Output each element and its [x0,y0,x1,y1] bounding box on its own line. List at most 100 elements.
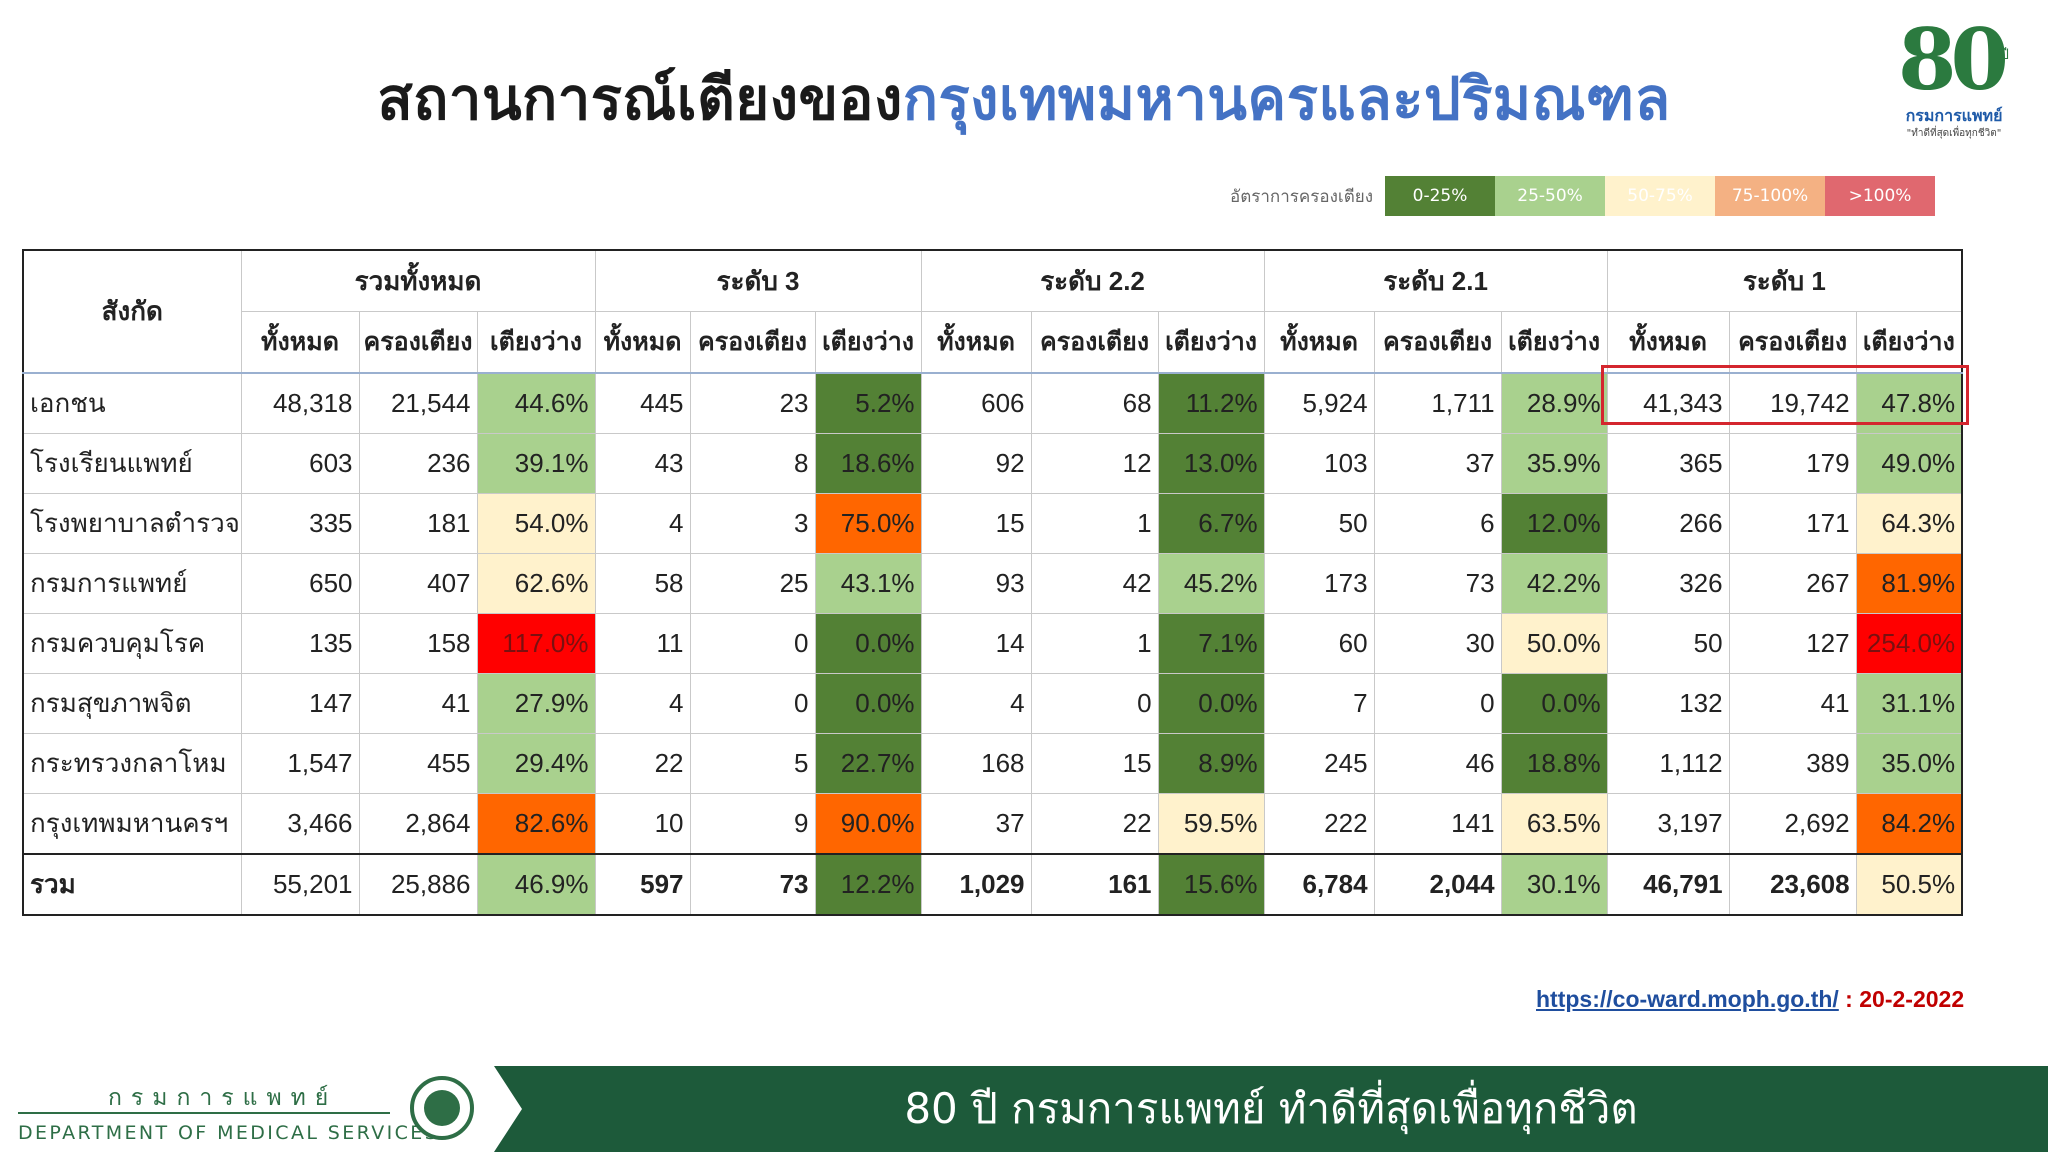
cell-vacant-rate: 254.0% [1855,613,1963,674]
footer-org-thai: กรมการแพทย์ [108,1085,338,1111]
subheader-occupied: ครองเตียง [689,311,816,374]
header-group-level-3: ระดับ 3 [594,249,922,312]
cell-vacant-rate: 50.0% [1500,613,1608,674]
table-row: กรมสุขภาพจิต 147 41 27.9% 4 0 0.0% 4 0 0.0% 7 0 0.0%… [22,673,1963,734]
cell-occupied: 0 [1373,673,1502,734]
cell-total-beds: 1,029 [920,853,1032,916]
cell-occupied: 41 [1728,673,1857,734]
legend-swatch-0-25: 0-25% [1385,176,1496,216]
cell-total-beds: 6,784 [1263,853,1375,916]
anniversary-logo: 80 ปี กรมการแพทย์ "ทำดีที่สุดเพื่อทุกชีว… [1896,18,2012,146]
cell-vacant-rate: 12.2% [814,853,922,916]
cell-vacant-rate: 90.0% [814,793,922,855]
legend-swatch-over-100: >100% [1825,176,1936,216]
footer-org-block: กรมการแพทย์ DEPARTMENT OF MEDICAL SERVIC… [0,1066,500,1152]
cell-vacant-rate: 6.7% [1157,493,1265,554]
cell-total-beds: 135 [240,613,360,674]
cell-occupied: 1,711 [1373,372,1502,434]
subheader-vacant: เตียงว่าง [1157,311,1265,374]
cell-total-beds: 5,924 [1263,372,1375,434]
cell-vacant-rate: 0.0% [814,673,922,734]
header-affiliation: สังกัด [22,249,242,374]
page-title: สถานการณ์เตียงของกรุงเทพมหานครและปริมณฑล [0,52,2048,145]
cell-total-beds: 168 [920,733,1032,794]
cell-total-beds: 597 [594,853,691,916]
row-label: กรุงเทพมหานครฯ [22,793,242,855]
cell-vacant-rate: 35.0% [1855,733,1963,794]
cell-vacant-rate: 11.2% [1157,372,1265,434]
occupancy-legend: อัตราการครองเตียง 0-25% 25-50% 50-75% 75… [1230,176,1936,216]
cell-occupied: 37 [1373,433,1502,494]
legend-swatch-75-100: 75-100% [1715,176,1826,216]
highlight-box [1601,365,1969,425]
cell-total-beds: 173 [1263,553,1375,614]
row-label: โรงเรียนแพทย์ [22,433,242,494]
cell-total-beds: 50 [1263,493,1375,554]
cell-vacant-rate: 39.1% [476,433,596,494]
cell-vacant-rate: 31.1% [1855,673,1963,734]
source-separator: : [1838,986,1860,1012]
cell-vacant-rate: 59.5% [1157,793,1265,855]
cell-total-beds: 14 [920,613,1032,674]
cell-total-beds: 3,197 [1606,793,1730,855]
cell-occupied: 141 [1373,793,1502,855]
subheader-occupied: ครองเตียง [358,311,478,374]
cell-occupied: 41 [358,673,478,734]
cell-vacant-rate: 29.4% [476,733,596,794]
cell-total-beds: 46,791 [1606,853,1730,916]
cell-occupied: 23,608 [1728,853,1857,916]
cell-vacant-rate: 44.6% [476,372,596,434]
cell-vacant-rate: 7.1% [1157,613,1265,674]
cell-vacant-rate: 22.7% [814,733,922,794]
cell-total-beds: 37 [920,793,1032,855]
footer-org-english: DEPARTMENT OF MEDICAL SERVICES [18,1122,440,1144]
cell-occupied: 236 [358,433,478,494]
cell-total-beds: 132 [1606,673,1730,734]
cell-total-beds: 22 [594,733,691,794]
row-label: กรมควบคุมโรค [22,613,242,674]
cell-total-beds: 4 [594,493,691,554]
cell-occupied: 21,544 [358,372,478,434]
cell-vacant-rate: 5.2% [814,372,922,434]
cell-occupied: 30 [1373,613,1502,674]
cell-total-beds: 93 [920,553,1032,614]
source-link[interactable]: https://co-ward.moph.go.th/ [1536,986,1839,1012]
cell-total-beds: 365 [1606,433,1730,494]
row-label: กระทรวงกลาโหม [22,733,242,794]
legend-label: อัตราการครองเตียง [1230,186,1374,207]
cell-occupied: 9 [689,793,816,855]
cell-total-beds: 43 [594,433,691,494]
cell-occupied: 46 [1373,733,1502,794]
cell-occupied: 179 [1728,433,1857,494]
cell-total-beds: 335 [240,493,360,554]
cell-total-beds: 92 [920,433,1032,494]
logo-number: 80 [1898,10,2009,109]
footer-divider [18,1112,390,1114]
cell-occupied: 171 [1728,493,1857,554]
total-row: รวม 55,201 25,886 46.9% 597 73 12.2% 1,029 161 15… [22,853,1963,916]
cell-occupied: 161 [1030,853,1159,916]
subheader-vacant: เตียงว่าง [1855,311,1963,374]
subheader-total-beds: ทั้งหมด [240,311,360,374]
cell-occupied: 158 [358,613,478,674]
cell-occupied: 2,864 [358,793,478,855]
cell-vacant-rate: 46.9% [476,853,596,916]
table-body: เอกชน 48,318 21,544 44.6% 445 23 5.2% 606 68 11.2… [22,372,1963,916]
cell-vacant-rate: 13.0% [1157,433,1265,494]
table-row: โรงพยาบาลตำรวจ 335 181 54.0% 4 3 75.0% 15 1 6.7% 5… [22,493,1963,554]
cell-total-beds: 7 [1263,673,1375,734]
legend-swatch-50-75: 50-75% [1605,176,1716,216]
cell-occupied: 127 [1728,613,1857,674]
cell-occupied: 0 [1030,673,1159,734]
cell-vacant-rate: 64.3% [1855,493,1963,554]
cell-occupied: 42 [1030,553,1159,614]
subheader-occupied: ครองเตียง [1030,311,1159,374]
cell-occupied: 2,044 [1373,853,1502,916]
cell-occupied: 15 [1030,733,1159,794]
cell-occupied: 5 [689,733,816,794]
cell-total-beds: 650 [240,553,360,614]
cell-vacant-rate: 18.6% [814,433,922,494]
subheader-total-beds: ทั้งหมด [1263,311,1375,374]
header-group-level-1: ระดับ 1 [1606,249,1963,312]
subheader-vacant: เตียงว่าง [814,311,922,374]
